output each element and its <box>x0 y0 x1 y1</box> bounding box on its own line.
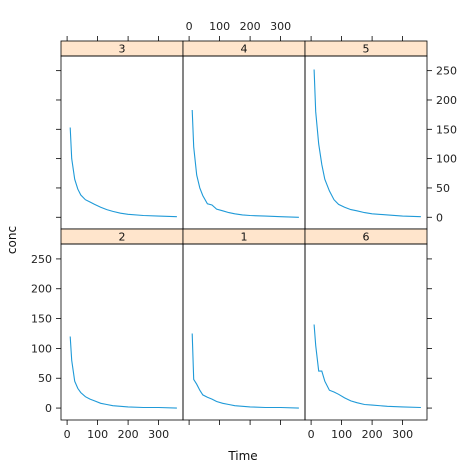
x-tick-label: 300 <box>148 428 169 441</box>
series-line-6 <box>313 324 421 409</box>
x-tick-label: 300 <box>270 20 291 33</box>
y-tick-label: 0 <box>436 211 443 224</box>
y-tick-label: 0 <box>45 402 52 415</box>
series-line-5 <box>313 69 421 218</box>
strip-label-4: 4 <box>241 43 248 56</box>
x-tick-label: 200 <box>362 428 383 441</box>
panel-frame-6 <box>304 243 428 421</box>
y-tick-label: 50 <box>436 182 450 195</box>
panel-frame-2 <box>60 243 184 421</box>
y-tick-label: 250 <box>436 65 457 78</box>
y-tick-label: 150 <box>436 123 457 136</box>
strip-label-5: 5 <box>363 43 370 56</box>
strip-label-2: 2 <box>119 231 126 244</box>
panel-4: 4 <box>182 40 306 230</box>
series-line-2 <box>69 336 177 409</box>
panel-frame-4 <box>182 55 306 230</box>
y-tick-label: 200 <box>31 283 52 296</box>
strip-label-6: 6 <box>363 231 370 244</box>
y-tick-label: 100 <box>436 153 457 166</box>
series-line-1 <box>191 333 299 409</box>
x-tick-label: 0 <box>64 428 71 441</box>
x-tick-label: 200 <box>118 428 139 441</box>
panel-frame-1 <box>182 243 306 421</box>
panel-frame-3 <box>60 55 184 230</box>
series-line-4 <box>191 109 299 218</box>
panel-frame-5 <box>304 55 428 230</box>
y-tick-label: 100 <box>31 342 52 355</box>
x-axis-title: Time <box>227 449 257 463</box>
strip-label-3: 3 <box>119 43 126 56</box>
y-tick-label: 250 <box>31 253 52 266</box>
series-line-3 <box>69 127 177 218</box>
x-tick-label: 0 <box>308 428 315 441</box>
x-tick-label: 100 <box>87 428 108 441</box>
strip-label-1: 1 <box>241 231 248 244</box>
panel-2: 2 <box>60 228 184 421</box>
panel-3: 3 <box>60 40 184 230</box>
y-tick-label: 150 <box>31 313 52 326</box>
y-tick-label: 50 <box>38 372 52 385</box>
x-tick-label: 100 <box>209 20 230 33</box>
panel-1: 1 <box>182 228 306 421</box>
panel-group: 3 4 5 2 1 6 <box>60 40 428 421</box>
y-axis-title: conc <box>5 226 19 254</box>
y-tick-label: 200 <box>436 94 457 107</box>
x-tick-label: 0 <box>186 20 193 33</box>
x-tick-label: 100 <box>331 428 352 441</box>
panel-5: 5 <box>304 40 428 230</box>
panel-6: 6 <box>304 228 428 421</box>
x-tick-label: 200 <box>240 20 261 33</box>
x-tick-label: 300 <box>392 428 413 441</box>
